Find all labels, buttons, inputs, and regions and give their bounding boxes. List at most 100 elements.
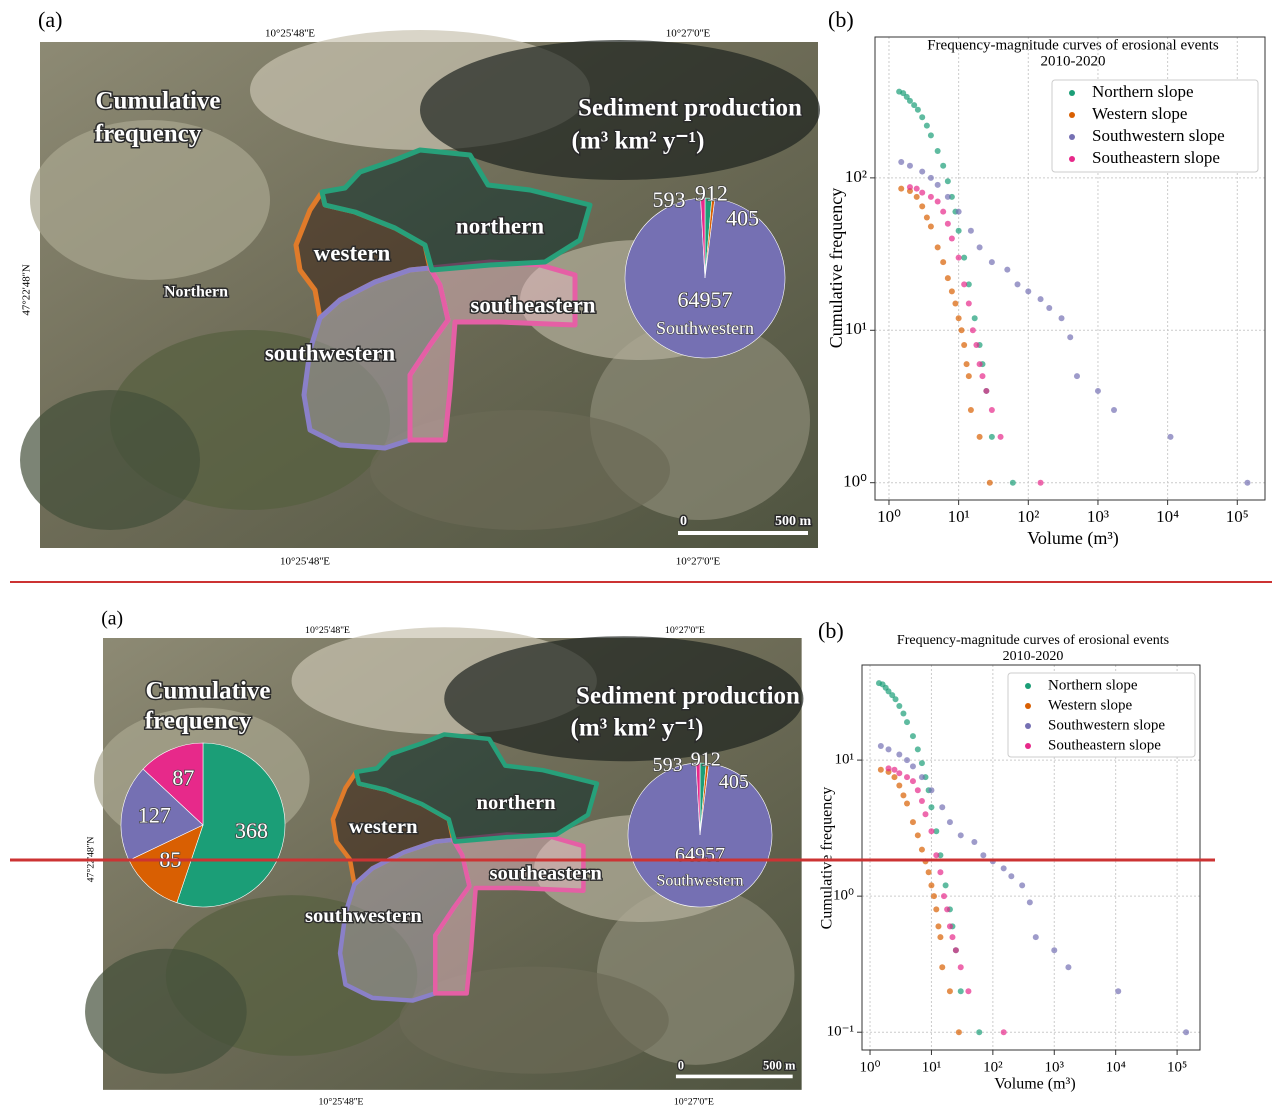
- x-tick-label: 10⁰: [860, 1059, 881, 1075]
- x-tick-label: 10³: [1087, 507, 1109, 526]
- longitude-label: 10°25'48''E: [280, 556, 330, 568]
- data-point: [928, 882, 934, 888]
- y-tick-label: 10⁰: [833, 888, 854, 904]
- data-point: [970, 327, 976, 333]
- data-point: [904, 757, 910, 763]
- data-point: [898, 186, 904, 192]
- data-point: [891, 767, 897, 773]
- data-point: [896, 703, 902, 709]
- longitude-label: 10°27'0''E: [674, 1097, 714, 1108]
- data-point: [973, 342, 979, 348]
- x-tick-label: 10⁴: [1156, 507, 1179, 526]
- region-label: western: [314, 240, 391, 265]
- data-point: [977, 361, 983, 367]
- scatter-chart: (b)Frequency-magnitude curves of erosion…: [826, 7, 1265, 549]
- data-point: [1008, 873, 1014, 879]
- slice-value-label: 405: [719, 771, 749, 793]
- chart-title: Frequency-magnitude curves of erosional …: [927, 37, 1219, 53]
- x-tick-label: 10⁴: [1106, 1059, 1126, 1075]
- x-axis-label: Volume (m³): [1027, 528, 1119, 549]
- data-point: [1038, 480, 1044, 486]
- x-tick-label: 10¹: [948, 507, 970, 526]
- data-point: [896, 783, 902, 789]
- data-point: [937, 934, 943, 940]
- legend-marker: [1025, 743, 1031, 749]
- slice-value-label: 912: [695, 181, 728, 206]
- data-point: [945, 194, 951, 200]
- data-point: [1115, 988, 1121, 994]
- x-axis-label: Volume (m³): [994, 1076, 1075, 1093]
- data-point: [1065, 964, 1071, 970]
- data-point: [945, 275, 951, 281]
- pie-title: (m³ km² y⁻¹): [571, 715, 704, 742]
- data-point: [961, 281, 967, 287]
- longitude-label: 10°25'48''E: [305, 625, 350, 636]
- y-tick-label: 10¹: [845, 319, 867, 338]
- legend-label: Western slope: [1092, 104, 1187, 123]
- data-point: [1027, 899, 1033, 905]
- data-point: [910, 763, 916, 769]
- data-point: [1051, 947, 1057, 953]
- data-point: [939, 804, 945, 810]
- data-point: [956, 1029, 962, 1035]
- data-point: [919, 114, 925, 120]
- scale-label: 500 m: [763, 1059, 796, 1073]
- map-title: Cumulative: [96, 88, 221, 115]
- data-point: [968, 228, 974, 234]
- data-point: [965, 988, 971, 994]
- data-point: [998, 434, 1004, 440]
- data-point: [904, 719, 910, 725]
- data-point: [944, 906, 950, 912]
- pie-title: frequency: [145, 708, 252, 735]
- slice-category-label: Southwestern: [656, 872, 743, 889]
- figure-comparison: (a)10°25'48''E10°27'0''E10°25'48''E10°27…: [0, 0, 1272, 1112]
- data-point: [915, 832, 921, 838]
- y-tick-label: 10⁻¹: [827, 1024, 854, 1040]
- legend-marker: [1025, 703, 1031, 709]
- data-point: [935, 148, 941, 154]
- slice-category-label: Southwestern: [656, 318, 754, 338]
- place-label: Northern: [164, 284, 228, 301]
- data-point: [878, 767, 884, 773]
- data-point: [914, 194, 920, 200]
- latitude-label: 47°22'48''N: [21, 264, 33, 315]
- chart-title: 2010-2020: [1003, 649, 1064, 664]
- panel-label: (b): [818, 618, 844, 643]
- chart-title: 2010-2020: [1041, 53, 1106, 69]
- data-point: [893, 696, 899, 702]
- data-point: [1095, 388, 1101, 394]
- data-point: [928, 828, 934, 834]
- data-point: [956, 255, 962, 261]
- data-point: [961, 255, 967, 261]
- data-point: [919, 169, 925, 175]
- data-point: [971, 839, 977, 845]
- data-point: [907, 163, 913, 169]
- data-point: [949, 288, 955, 294]
- legend-marker: [1069, 112, 1075, 118]
- legend-label: Southeastern slope: [1092, 148, 1220, 167]
- data-point: [976, 1029, 982, 1035]
- data-point: [931, 893, 937, 899]
- data-point: [910, 778, 916, 784]
- data-point: [904, 800, 910, 806]
- longitude-label: 10°27'0''E: [665, 625, 705, 636]
- data-point: [977, 434, 983, 440]
- data-point: [947, 988, 953, 994]
- y-tick-label: 10⁰: [843, 472, 867, 491]
- data-point: [977, 244, 983, 250]
- legend-marker: [1069, 90, 1075, 96]
- terrain-patch: [85, 949, 247, 1074]
- x-tick-label: 10⁰: [877, 507, 901, 526]
- data-point: [926, 869, 932, 875]
- data-point: [919, 798, 925, 804]
- data-point: [949, 236, 955, 242]
- data-point: [966, 300, 972, 306]
- data-point: [989, 259, 995, 265]
- data-point: [915, 746, 921, 752]
- legend-label: Southwestern slope: [1048, 717, 1165, 733]
- longitude-label: 10°25'48''E: [319, 1097, 364, 1108]
- data-point: [915, 787, 921, 793]
- data-point: [878, 743, 884, 749]
- data-point: [928, 175, 934, 181]
- data-point: [964, 361, 970, 367]
